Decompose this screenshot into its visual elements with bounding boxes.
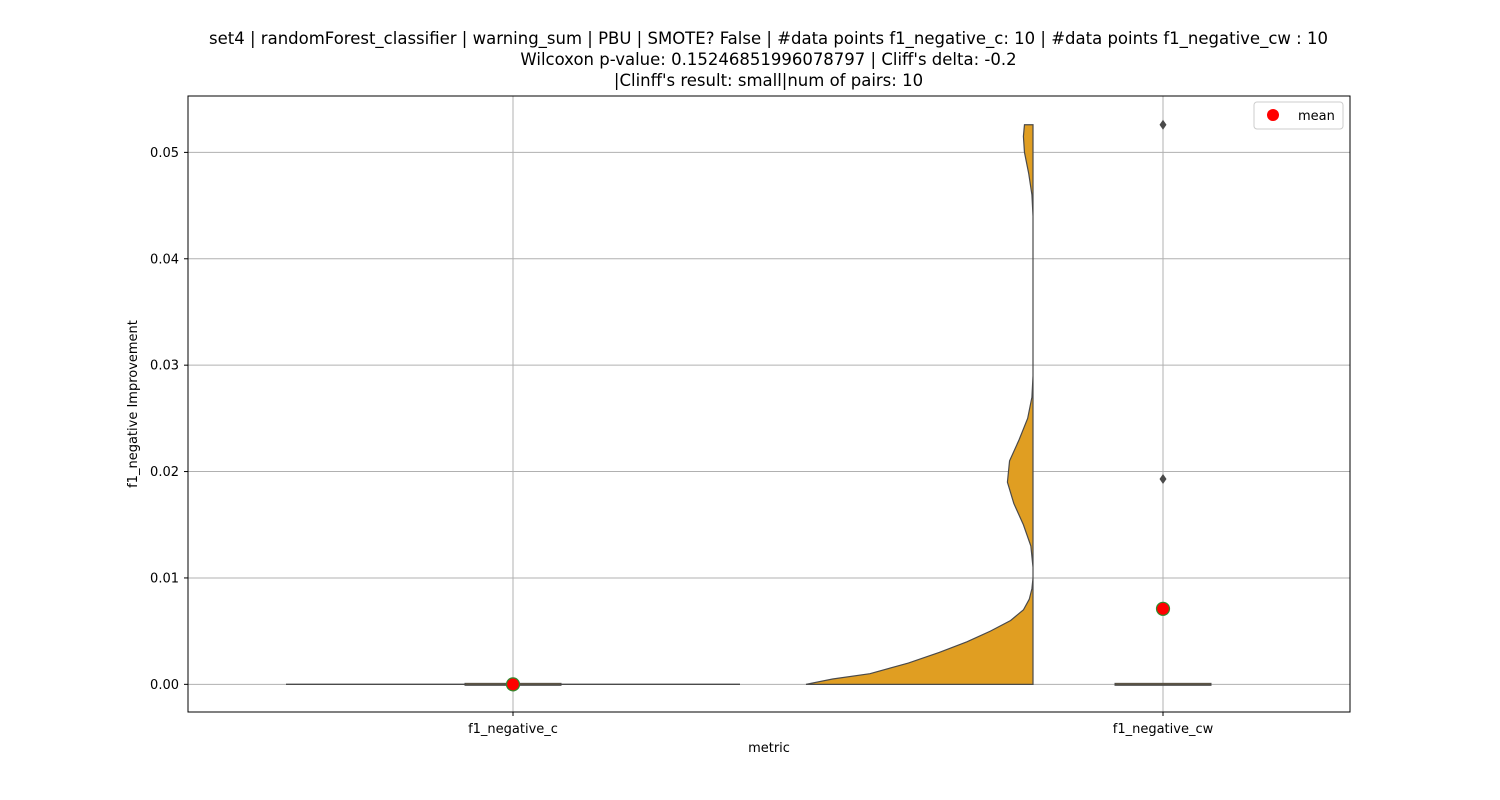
mean-marker xyxy=(505,677,521,692)
legend-mean-label: mean xyxy=(1298,109,1335,124)
mean-marker xyxy=(1155,601,1171,616)
y-tick-label: 0.01 xyxy=(150,571,179,586)
violin-shapes xyxy=(286,124,1034,686)
legend: mean xyxy=(1253,101,1344,130)
x-axis-label: metric xyxy=(748,741,790,756)
y-tick-label: 0.00 xyxy=(150,678,179,693)
chart-title-line-3: |Clinff's result: small|num of pairs: 10 xyxy=(613,71,924,90)
legend-mean-marker xyxy=(1267,109,1279,121)
y-tick-label: 0.03 xyxy=(150,359,179,374)
x-tick-label: f1_negative_cw xyxy=(1113,722,1214,737)
outlier-point xyxy=(1159,474,1167,485)
chart-title-line-1: set4 | randomForest_classifier | warning… xyxy=(209,29,1328,48)
chart-title-line-2: Wilcoxon p-value: 0.15246851996078797 | … xyxy=(520,50,1017,69)
axis-ticks: 0.00 0.01 0.02 0.03 0.04 0.05 f1_negative_c f1_… xyxy=(150,146,1214,737)
y-axis-label: f1_negative Improvement xyxy=(126,320,141,488)
y-tick-label: 0.02 xyxy=(150,465,179,480)
plot-frame xyxy=(187,95,1351,713)
markers xyxy=(505,119,1171,692)
grid-lines xyxy=(188,96,1350,712)
legend-box xyxy=(1253,101,1344,130)
violin-body xyxy=(805,124,1034,685)
outlier-point xyxy=(1159,119,1167,130)
x-tick-label: f1_negative_c xyxy=(468,722,558,737)
y-tick-label: 0.05 xyxy=(150,146,179,161)
y-tick-label: 0.04 xyxy=(150,252,179,267)
